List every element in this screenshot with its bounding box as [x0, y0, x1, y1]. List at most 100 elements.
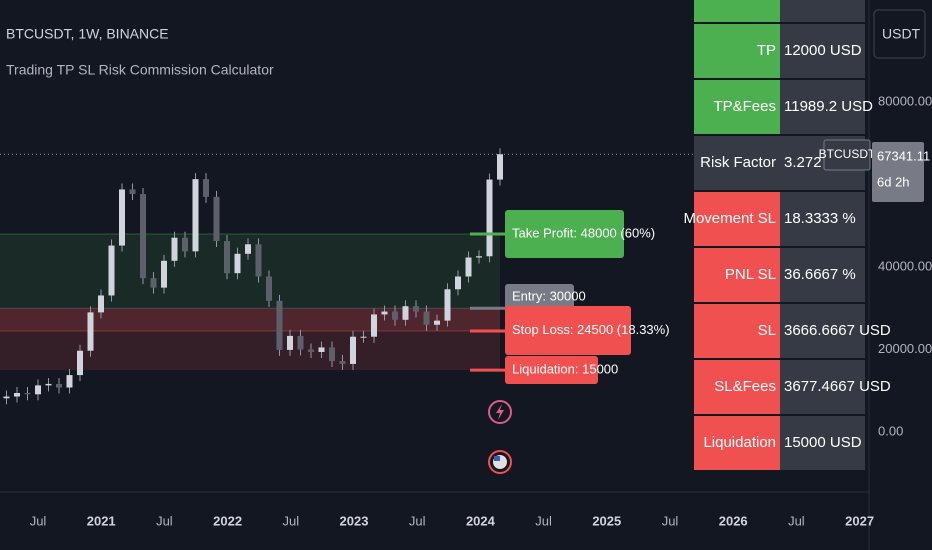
table-value-cell [780, 192, 865, 246]
table-value: 36.6667 % [784, 266, 856, 283]
candle [161, 260, 167, 288]
candle [245, 244, 251, 254]
indicator-title: Trading TP SL Risk Commission Calculator [6, 62, 274, 78]
candle [140, 193, 146, 279]
candle [476, 256, 482, 258]
table-value: 15000 USD [784, 434, 862, 451]
time-tick-label: Jul [662, 513, 679, 528]
candle [276, 300, 283, 350]
table-label-cell [694, 80, 780, 134]
price-tick-label: 20000.00 [878, 341, 932, 356]
last-price-tag [872, 142, 924, 202]
candle [77, 350, 83, 376]
table-value-cell [780, 0, 865, 22]
level-label: Take Profit: 48000 (60%) [512, 225, 655, 240]
table-label: Movement SL [683, 210, 776, 227]
candle [182, 237, 188, 252]
candle [87, 312, 94, 351]
table-label-cell [694, 248, 780, 302]
candle [329, 347, 335, 362]
last-price-value: 67341.11 [877, 148, 930, 163]
candle [434, 320, 440, 325]
time-tick-label: 2024 [466, 513, 496, 528]
level-label: Stop Loss: 24500 (18.33%) [512, 322, 670, 337]
table-value-cell [780, 248, 865, 302]
candle [171, 237, 178, 261]
candle [465, 257, 472, 277]
table-label: Liquidation [703, 434, 776, 451]
currency-label[interactable]: USDT [882, 26, 921, 42]
candle [129, 189, 136, 194]
time-tick-label: Jul [156, 513, 173, 528]
candle [392, 311, 398, 320]
time-tick-label: Jul [30, 513, 47, 528]
candle [413, 306, 419, 312]
candle [423, 311, 430, 325]
level-box [505, 356, 598, 384]
table-value-cell [780, 416, 865, 470]
time-tick-label: Jul [788, 513, 805, 528]
candle [56, 383, 62, 388]
candle [24, 393, 31, 395]
price-tick-label: 0.00 [878, 423, 903, 438]
last-price-countdown: 6d 2h [877, 174, 910, 189]
table-value: 12000 USD [784, 42, 862, 59]
candle [350, 336, 356, 364]
candle [119, 189, 125, 246]
time-tick-label: 2025 [592, 513, 621, 528]
table-value-cell [780, 80, 865, 134]
candle [381, 311, 388, 315]
candle [108, 245, 115, 296]
table-value: 120 % [784, 0, 827, 3]
candle [150, 278, 157, 288]
price-tick-label: 80000.00 [878, 93, 932, 108]
candle [455, 276, 461, 290]
level-label: Liquidation: 15000 [512, 361, 618, 376]
candle [213, 196, 220, 242]
candle [66, 375, 73, 388]
symbol-price-tag-label: BTCUSDT [819, 147, 876, 161]
candle [203, 179, 209, 197]
currency-button[interactable] [873, 9, 926, 59]
candle [266, 276, 272, 301]
table-label-cell [694, 136, 780, 190]
candle [3, 396, 10, 399]
candle [287, 335, 293, 350]
time-tick-label: 2021 [87, 513, 116, 528]
candle [35, 385, 41, 395]
time-tick-label: 2023 [340, 513, 369, 528]
candle [234, 253, 241, 274]
candle [339, 361, 346, 364]
time-tick-label: Jul [282, 513, 299, 528]
candle [486, 179, 493, 257]
candle [255, 244, 262, 277]
candle [14, 393, 20, 397]
candle [98, 295, 104, 313]
table-label-cell [694, 360, 780, 414]
table-label-cell [694, 24, 780, 78]
table-label-cell [694, 192, 780, 246]
time-tick-label: Jul [535, 513, 552, 528]
table-label: SL [758, 322, 776, 339]
time-tick-label: Jul [409, 513, 426, 528]
candle [308, 349, 314, 352]
table-value-cell [780, 360, 865, 414]
table-value-cell [780, 304, 865, 358]
candle [224, 241, 230, 274]
candle [402, 306, 409, 320]
symbol-price-tag [823, 139, 871, 171]
table-label: PNL SL [725, 266, 776, 283]
candle [497, 154, 503, 180]
flag-canton [494, 456, 500, 461]
level-box [505, 210, 624, 258]
table-value: 11989.2 USD [784, 98, 873, 115]
lightning-symbol [496, 404, 504, 420]
candle [360, 336, 367, 338]
table-label-cell [694, 304, 780, 358]
candle [318, 347, 325, 352]
table-label: Risk Factor [700, 154, 776, 171]
level-label: Entry: 30000 [512, 288, 586, 303]
table-value: 3677.4667 USD [784, 378, 891, 395]
time-tick-label: 2026 [719, 513, 748, 528]
